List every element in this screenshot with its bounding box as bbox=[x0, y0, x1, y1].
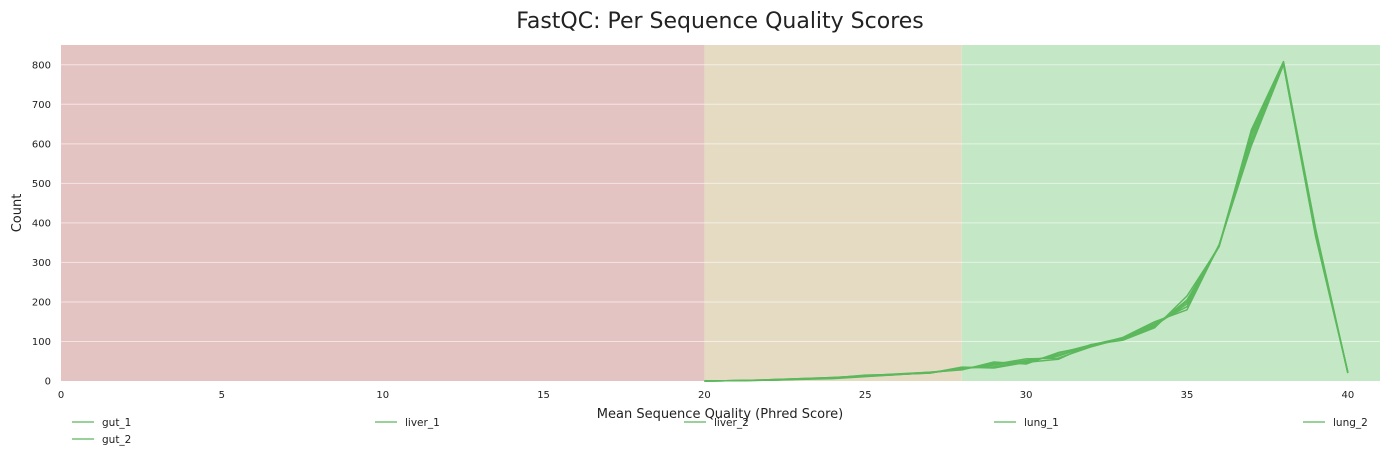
x-tick-label: 0 bbox=[58, 390, 64, 401]
legend-label: liver_2 bbox=[714, 417, 749, 429]
legend-item-liver_2[interactable]: liver_2 bbox=[684, 417, 749, 429]
legend-item-gut_1[interactable]: gut_1 bbox=[72, 417, 131, 429]
legend-label: lung_2 bbox=[1333, 417, 1368, 429]
chart-title: FastQC: Per Sequence Quality Scores bbox=[516, 9, 924, 34]
y-tick-label: 200 bbox=[32, 297, 51, 308]
x-tick-label: 10 bbox=[376, 390, 389, 401]
legend[interactable]: gut_1 gut_2 liver_1 liver_2 lung_1 lung_2 bbox=[72, 417, 1368, 446]
legend-item-lung_2[interactable]: lung_2 bbox=[1303, 417, 1368, 429]
x-tick-label: 5 bbox=[219, 390, 225, 401]
quality-band-0 bbox=[61, 45, 705, 381]
legend-label: gut_1 bbox=[102, 417, 131, 429]
quality-band-1 bbox=[704, 45, 962, 381]
x-axis-label: Mean Sequence Quality (Phred Score) bbox=[597, 407, 843, 422]
x-tick-label: 25 bbox=[859, 390, 872, 401]
x-tick-label: 35 bbox=[1181, 390, 1194, 401]
y-tick-label: 400 bbox=[32, 218, 51, 229]
y-tick-label: 0 bbox=[45, 377, 51, 388]
y-tick-label: 600 bbox=[32, 139, 51, 150]
series-lines bbox=[704, 60, 1349, 382]
legend-label: lung_1 bbox=[1024, 417, 1059, 429]
y-tick-label: 800 bbox=[32, 60, 51, 71]
legend-item-lung_1[interactable]: lung_1 bbox=[994, 417, 1059, 429]
y-axis-label: Count bbox=[10, 194, 25, 233]
legend-item-liver_1[interactable]: liver_1 bbox=[375, 417, 440, 429]
legend-item-gut_2[interactable]: gut_2 bbox=[72, 434, 131, 446]
x-tick-label: 40 bbox=[1341, 390, 1354, 401]
x-axis-ticks: 0 5 10 15 20 25 30 35 40 bbox=[58, 390, 1354, 401]
y-tick-label: 500 bbox=[32, 179, 51, 190]
quality-band-2 bbox=[961, 45, 1380, 381]
y-tick-label: 100 bbox=[32, 337, 51, 348]
grid-lines bbox=[61, 64, 1380, 342]
quality-bands bbox=[61, 45, 1380, 381]
y-axis-ticks: 0 100 200 300 400 500 600 700 800 bbox=[32, 60, 51, 387]
x-tick-label: 15 bbox=[537, 390, 550, 401]
y-tick-label: 700 bbox=[32, 100, 51, 111]
legend-label: gut_2 bbox=[102, 434, 131, 446]
legend-label: liver_1 bbox=[405, 417, 440, 429]
y-tick-label: 300 bbox=[32, 258, 51, 269]
series-line-lung_2 bbox=[704, 63, 1349, 382]
x-tick-label: 30 bbox=[1020, 390, 1033, 401]
x-tick-label: 20 bbox=[698, 390, 711, 401]
